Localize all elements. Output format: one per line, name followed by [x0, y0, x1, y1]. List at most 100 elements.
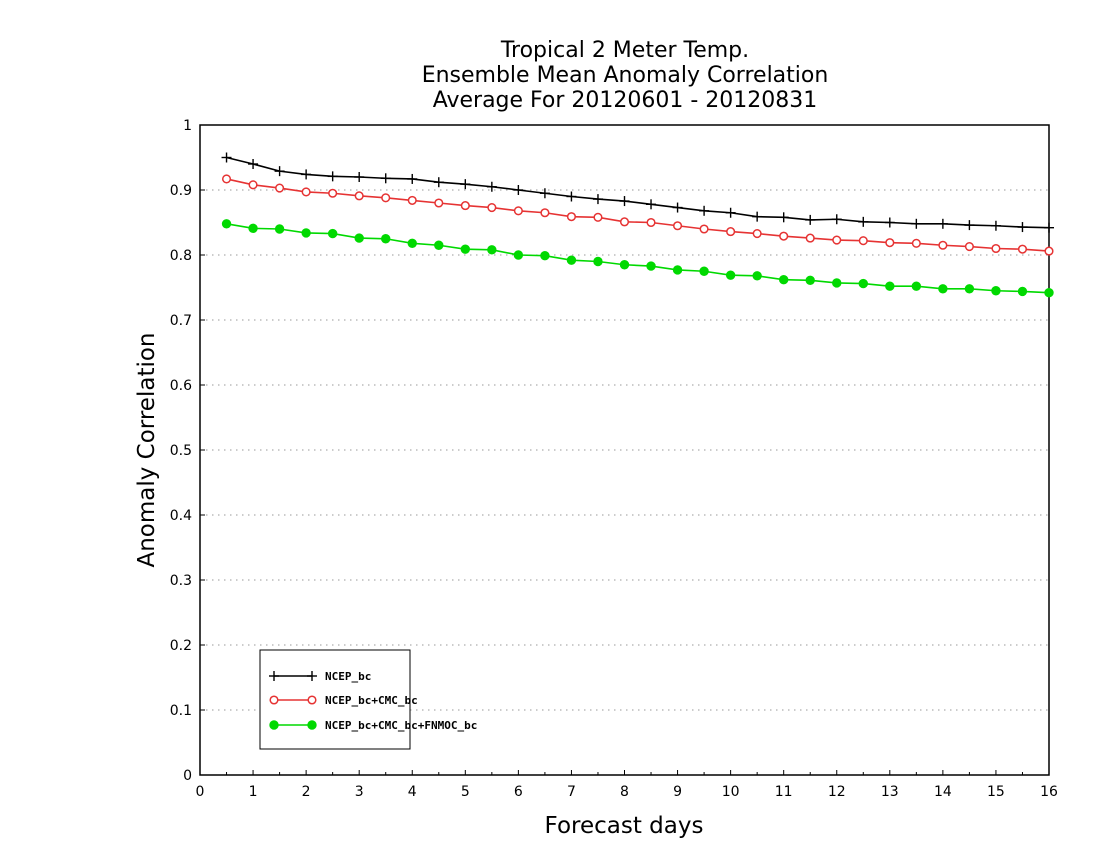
y-tick-label-9: 0.9: [170, 183, 192, 199]
series-1-point-1: [248, 180, 258, 190]
legend-entry-2: NCEP_bc+CMC_bc+FNMOC_bc: [269, 719, 477, 732]
series-2-point-7: [407, 238, 417, 249]
series-2-point-13: [566, 255, 577, 265]
y-tick-label-6: 0.6: [170, 378, 192, 394]
x-tick-label-10: 10: [722, 784, 740, 800]
series-2-point-21: [778, 275, 789, 285]
legend-marker-start-2: [269, 720, 279, 730]
series-0-point-4: [327, 171, 338, 182]
series-0-point-12: [539, 188, 550, 199]
y-tick-label-7: 0.7: [170, 313, 192, 329]
series-2-point-26: [911, 281, 922, 291]
series-0-point-16: [646, 199, 657, 210]
series-0-point-29: [990, 220, 1001, 231]
y-axis-ticks: 0 0.1 0.2 0.3 0.4 0.5 0.6 0.7 0.8 0.9 1: [170, 118, 205, 784]
series-1-point-5: [354, 191, 364, 201]
y-axis-label: Anomaly Correlation: [134, 332, 160, 567]
series-1: [221, 174, 1054, 256]
series-2-point-9: [460, 244, 471, 254]
series-2-point-6: [381, 234, 391, 244]
series-0-point-1: [248, 159, 259, 169]
series-line-0: [226, 156, 1050, 229]
series-0-point-28: [964, 220, 975, 231]
series-1-point-27: [938, 240, 948, 250]
x-tick-label-0: 0: [196, 784, 205, 800]
series-2-point-5: [354, 233, 364, 243]
series-0-point-23: [831, 214, 842, 225]
series-0-point-18: [699, 205, 710, 216]
series-2-point-16: [646, 261, 656, 271]
series-0-point-22: [805, 214, 816, 225]
x-tick-label-9: 9: [673, 784, 682, 800]
series-2-point-19: [725, 270, 736, 280]
series-1-point-31: [1044, 246, 1054, 256]
x-tick-label-2: 2: [302, 784, 311, 800]
title-line-2: Ensemble Mean Anomaly Correlation: [422, 63, 829, 88]
series-1-point-2: [275, 183, 285, 193]
series-2-point-12: [540, 250, 550, 261]
series-1-point-23: [832, 235, 842, 245]
legend-label-0: NCEP_bc: [325, 670, 371, 683]
series-2-point-23: [832, 278, 842, 288]
series-0-point-2: [274, 166, 285, 177]
series-0: [221, 152, 1054, 233]
series-1-point-26: [911, 238, 921, 248]
x-tick-label-14: 14: [934, 784, 952, 800]
series-0-point-10: [486, 181, 497, 192]
x-tick-label-6: 6: [514, 784, 523, 800]
legend-marker-end-0: [307, 671, 317, 681]
x-axis-ticks: 0 1 2 3 4 5 6 7 8 9 10 11 12 13 14 15 16: [196, 770, 1058, 800]
series-2-point-15: [619, 260, 630, 270]
series-1-point-15: [619, 217, 630, 227]
series-1-point-30: [1017, 244, 1028, 254]
series-1-point-11: [513, 206, 523, 216]
series-0-point-13: [566, 191, 577, 202]
y-tick-label-1: 0.1: [170, 703, 192, 719]
series-1-point-25: [885, 238, 895, 248]
series-2-point-30: [1017, 286, 1028, 297]
series-0-point-3: [301, 169, 312, 180]
title-line-1: Tropical 2 Meter Temp.: [500, 38, 749, 63]
series-1-point-13: [566, 212, 576, 222]
series-0-point-21: [778, 212, 789, 223]
legend: NCEP_bc NCEP_bc+CMC_bc NCEP_bc+CMC_bc+FNMO…: [259, 649, 477, 750]
series-1-point-29: [991, 243, 1001, 254]
series-2-point-22: [805, 275, 815, 286]
series-2-point-24: [858, 278, 868, 289]
x-tick-label-1: 1: [249, 784, 258, 800]
series-1-point-4: [328, 188, 338, 198]
series-2-point-10: [487, 245, 497, 255]
legend-entry-0: NCEP_bc: [269, 670, 371, 683]
y-tick-label-10: 1: [183, 118, 192, 134]
series-1-point-8: [434, 198, 444, 208]
series-1-point-6: [381, 193, 391, 203]
y-tick-label-3: 0.3: [170, 573, 192, 589]
legend-entry-1: NCEP_bc+CMC_bc: [269, 694, 418, 707]
series-0-point-15: [619, 196, 630, 207]
x-tick-label-3: 3: [355, 784, 364, 800]
series-2-point-8: [434, 240, 444, 250]
series-0-point-11: [513, 185, 524, 195]
series-1-point-10: [487, 203, 497, 213]
series-1-point-12: [540, 208, 550, 218]
series-1-point-19: [726, 227, 736, 237]
series-2-point-17: [672, 265, 683, 275]
series-0-point-7: [407, 173, 418, 184]
legend-marker-start-1: [269, 695, 279, 705]
series-2-point-18: [699, 266, 709, 276]
series-0-point-0: [221, 152, 232, 163]
series-0-point-14: [592, 194, 603, 205]
series-2-point-0: [221, 219, 232, 229]
series-2-point-25: [885, 281, 895, 291]
series-0-point-30: [1017, 222, 1028, 233]
legend-label-1: NCEP_bc+CMC_bc: [325, 694, 418, 707]
title-line-3: Average For 20120601 - 20120831: [433, 88, 818, 113]
series-line-2: [226, 223, 1050, 294]
x-tick-label-7: 7: [567, 784, 576, 800]
series-1-point-3: [301, 187, 311, 197]
series-0-point-8: [433, 177, 444, 188]
legend-marker-end-2: [307, 720, 317, 730]
series-2-point-2: [274, 224, 285, 234]
series-1-point-24: [858, 236, 868, 246]
